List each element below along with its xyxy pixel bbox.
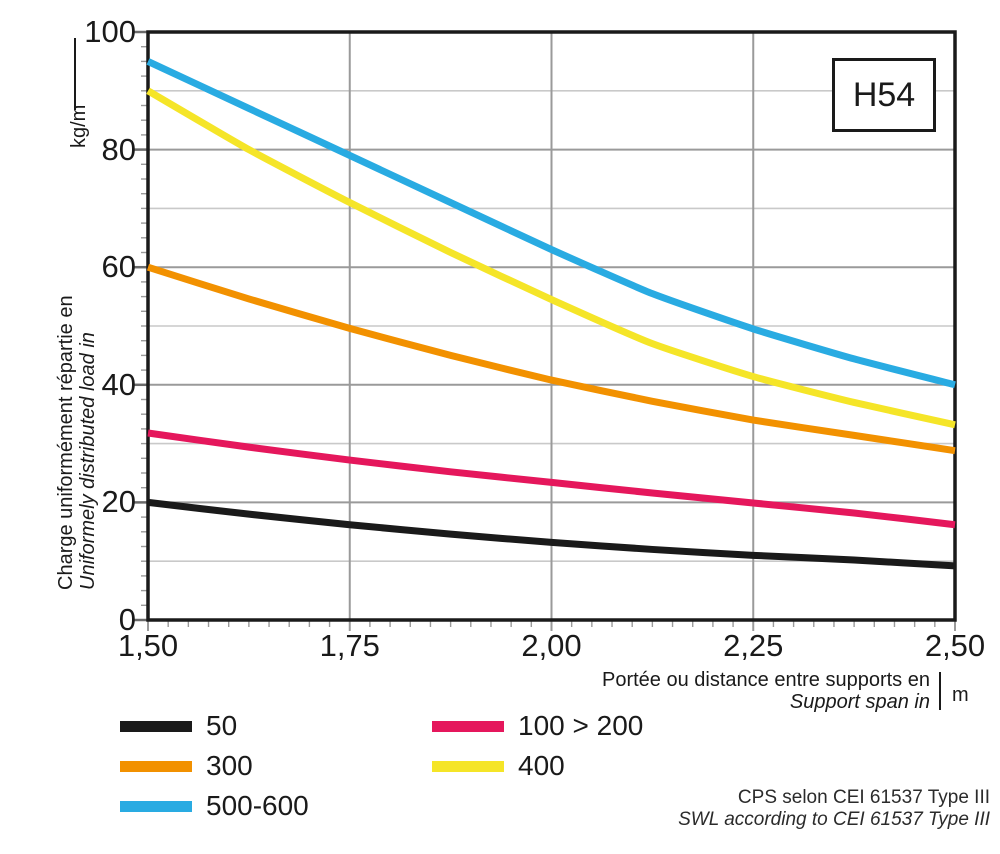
legend-color-swatch xyxy=(432,720,504,732)
x-tick-label: 2,25 xyxy=(723,628,784,663)
plot-frame xyxy=(146,30,957,622)
legend-column: 100 > 200 400 xyxy=(432,706,643,786)
x-axis-caption-sub: Support span in xyxy=(789,690,930,713)
x-tick-label: 1,50 xyxy=(117,628,179,663)
legend-item-label: 300 xyxy=(206,750,253,781)
legend-color-swatch xyxy=(120,800,192,812)
legend-item-label: 500-600 xyxy=(206,790,309,821)
standard-footnote: CPS selon CEI 61537 Type III SWL accordi… xyxy=(540,787,990,832)
series-line-500-600 xyxy=(146,58,956,389)
x-tick-label: 1,75 xyxy=(319,628,380,663)
x-axis-unit-divider xyxy=(939,672,941,710)
x-axis-caption: Portée ou distance entre supports en Sup… xyxy=(400,669,930,713)
legend-column: 50 300 500-600 xyxy=(120,706,309,826)
footnote-main: CPS selon CEI 61537 Type III xyxy=(737,787,990,808)
y-axis-tick-labels: 0 20 40 60 80 100 xyxy=(58,0,136,640)
y-axis-unit-divider xyxy=(74,38,76,110)
x-tick-label: 2,00 xyxy=(521,628,582,663)
y-tick-label: 40 xyxy=(101,366,136,402)
legend-item-label: 100 > 200 xyxy=(518,710,644,741)
legend-item: 300 xyxy=(120,746,309,786)
legend-item: 50 xyxy=(120,706,309,746)
variant-badge: H54 xyxy=(832,58,936,132)
legend-item: 500-600 xyxy=(120,786,309,826)
legend-color-swatch xyxy=(120,720,192,732)
y-axis-caption: Charge uniformément répartie en Uniforme… xyxy=(10,0,99,630)
legend-color-swatch xyxy=(120,760,192,772)
series-line-50 xyxy=(147,498,956,570)
x-axis-tick-labels: 1,50 1,75 2,00 2,25 2,50 xyxy=(0,630,1000,674)
legend-item: 100 > 200 xyxy=(432,706,643,746)
x-axis-caption-main: Portée ou distance entre supports en xyxy=(602,669,930,691)
y-tick-label: 100 xyxy=(84,14,136,49)
y-tick-label: 20 xyxy=(101,484,136,520)
x-tick-label: 2,50 xyxy=(924,628,986,663)
series-line-400 xyxy=(146,87,956,429)
y-tick-label: 60 xyxy=(101,249,136,285)
y-tick-label: 80 xyxy=(101,131,136,167)
y-tick-label: 0 xyxy=(118,602,136,637)
legend-item: 400 xyxy=(432,746,643,786)
legend-item-label: 50 xyxy=(206,710,238,741)
x-axis-unit: m xyxy=(952,684,969,706)
series-line-300 xyxy=(146,263,956,455)
legend-item-label: 400 xyxy=(518,750,565,781)
data-series-lines xyxy=(146,58,956,570)
series-line-100-200 xyxy=(147,429,956,529)
legend-color-swatch xyxy=(432,760,504,772)
footnote-sub: SWL according to CEI 61537 Type III xyxy=(678,809,990,831)
